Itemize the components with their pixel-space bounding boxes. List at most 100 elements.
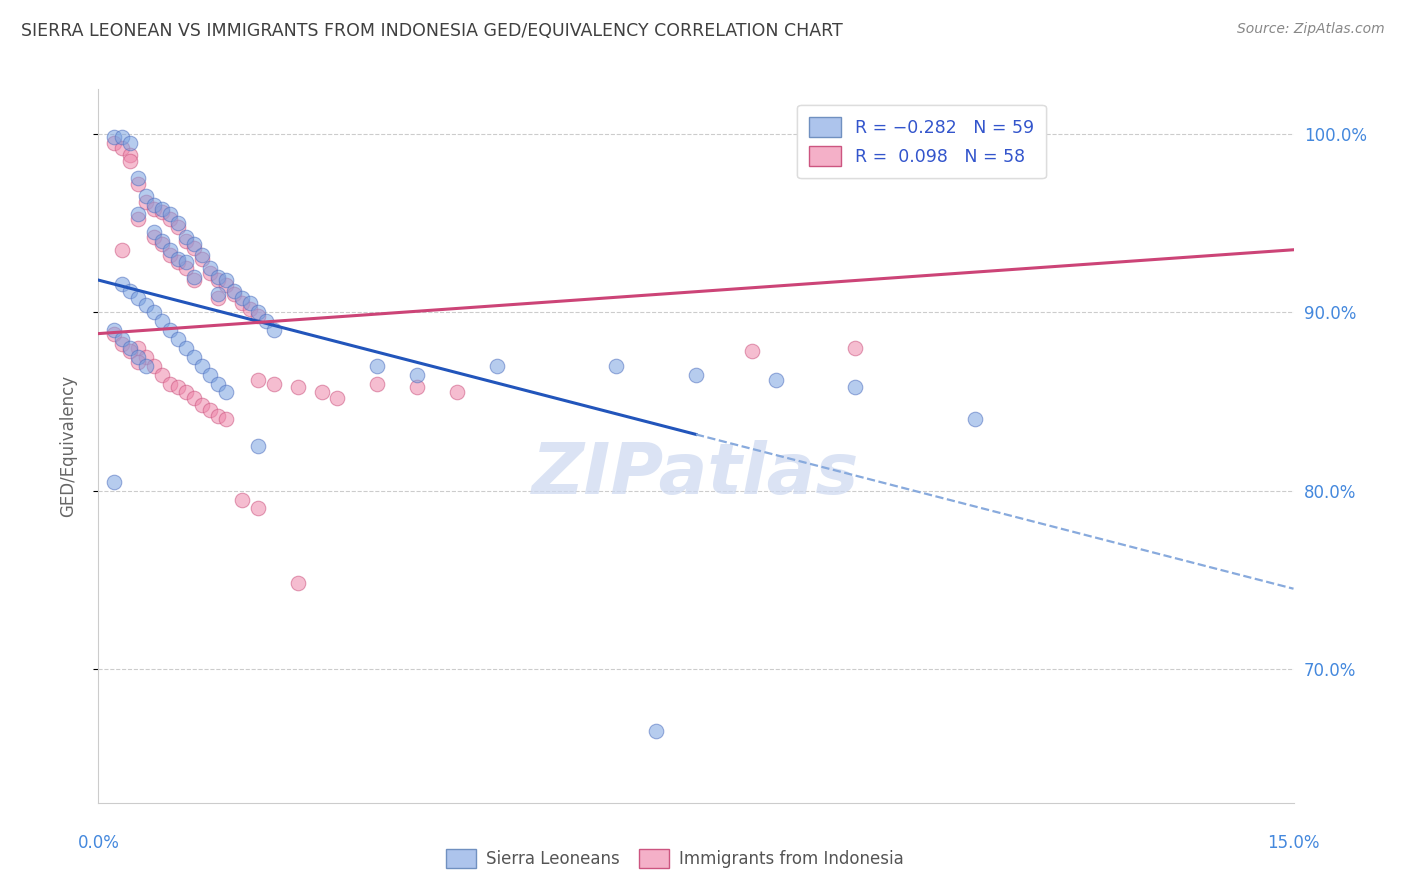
Point — [207, 291, 229, 305]
Point — [143, 359, 166, 373]
Point — [366, 376, 388, 391]
Point — [207, 409, 229, 423]
Point — [111, 332, 134, 346]
Point — [159, 248, 181, 262]
Point — [127, 350, 149, 364]
Point — [174, 385, 197, 400]
Point — [120, 148, 142, 162]
Legend: Sierra Leoneans, Immigrants from Indonesia: Sierra Leoneans, Immigrants from Indones… — [439, 842, 911, 875]
Point — [150, 237, 173, 252]
Point — [174, 230, 197, 244]
Point — [239, 296, 262, 310]
Point — [135, 350, 157, 364]
Point — [127, 212, 149, 227]
Point — [127, 177, 149, 191]
Point — [198, 260, 221, 275]
Point — [120, 344, 142, 359]
Point — [685, 368, 707, 382]
Point — [167, 380, 190, 394]
Point — [167, 332, 190, 346]
Point — [844, 380, 866, 394]
Point — [263, 323, 285, 337]
Point — [231, 296, 253, 310]
Point — [111, 277, 134, 291]
Point — [150, 234, 173, 248]
Point — [366, 359, 388, 373]
Point — [103, 130, 125, 145]
Point — [159, 207, 181, 221]
Point — [143, 225, 166, 239]
Point — [167, 216, 190, 230]
Point — [183, 269, 205, 284]
Point — [111, 130, 134, 145]
Point — [127, 207, 149, 221]
Point — [174, 234, 197, 248]
Point — [326, 391, 349, 405]
Point — [103, 326, 125, 341]
Point — [183, 241, 205, 255]
Point — [111, 243, 134, 257]
Point — [135, 359, 157, 373]
Point — [246, 373, 269, 387]
Point — [741, 344, 763, 359]
Point — [231, 492, 253, 507]
Point — [127, 355, 149, 369]
Point — [135, 189, 157, 203]
Point — [103, 475, 125, 489]
Point — [311, 385, 333, 400]
Point — [127, 341, 149, 355]
Text: 15.0%: 15.0% — [1267, 834, 1320, 852]
Point — [120, 284, 142, 298]
Point — [191, 252, 214, 266]
Point — [287, 380, 309, 394]
Text: 0.0%: 0.0% — [77, 834, 120, 852]
Point — [103, 323, 125, 337]
Point — [167, 219, 190, 234]
Point — [254, 314, 277, 328]
Point — [406, 368, 429, 382]
Point — [150, 205, 173, 219]
Point — [159, 376, 181, 391]
Point — [143, 202, 166, 216]
Point — [215, 278, 238, 293]
Point — [246, 309, 269, 323]
Point — [135, 194, 157, 209]
Point — [485, 359, 508, 373]
Point — [143, 230, 166, 244]
Text: SIERRA LEONEAN VS IMMIGRANTS FROM INDONESIA GED/EQUIVALENCY CORRELATION CHART: SIERRA LEONEAN VS IMMIGRANTS FROM INDONE… — [21, 22, 842, 40]
Point — [111, 337, 134, 351]
Point — [215, 412, 238, 426]
Point — [215, 385, 238, 400]
Point — [963, 412, 986, 426]
Point — [127, 171, 149, 186]
Y-axis label: GED/Equivalency: GED/Equivalency — [59, 375, 77, 517]
Point — [111, 141, 134, 155]
Point — [198, 266, 221, 280]
Point — [159, 243, 181, 257]
Point — [207, 273, 229, 287]
Point — [183, 391, 205, 405]
Point — [446, 385, 468, 400]
Point — [191, 359, 214, 373]
Point — [174, 255, 197, 269]
Point — [263, 376, 285, 391]
Point — [167, 252, 190, 266]
Text: ZIPatlas: ZIPatlas — [533, 440, 859, 509]
Point — [645, 724, 668, 739]
Point — [120, 153, 142, 168]
Point — [183, 273, 205, 287]
Point — [246, 305, 269, 319]
Point — [207, 376, 229, 391]
Point — [605, 359, 627, 373]
Point — [159, 323, 181, 337]
Point — [135, 298, 157, 312]
Point — [167, 255, 190, 269]
Point — [103, 136, 125, 150]
Point — [191, 248, 214, 262]
Point — [215, 273, 238, 287]
Point — [198, 368, 221, 382]
Point — [207, 269, 229, 284]
Point — [231, 291, 253, 305]
Point — [150, 314, 173, 328]
Point — [120, 341, 142, 355]
